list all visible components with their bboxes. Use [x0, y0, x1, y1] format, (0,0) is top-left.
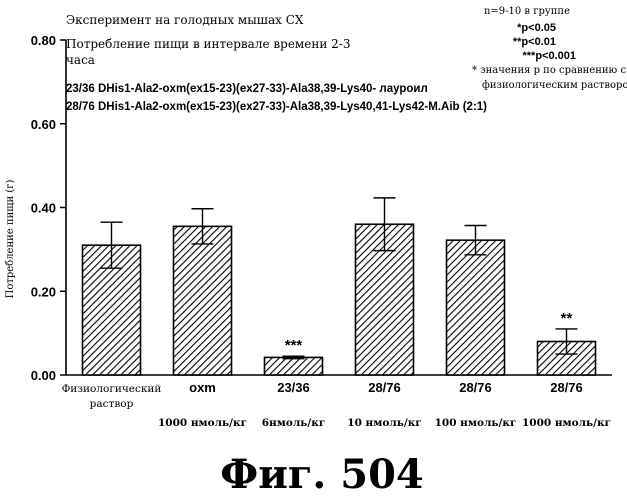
category-label: oxm: [189, 380, 216, 395]
bar: [447, 240, 505, 375]
category-label: 28/76: [550, 380, 583, 395]
legend-entry-23-36: 23/36 DHis1-Ala2-oxm(ex15-23)(ex27-33)-A…: [66, 83, 428, 95]
header-line-2: Потребление пищи в интервале времени 2-3: [66, 37, 350, 51]
note-p005: *p<0.05: [517, 22, 556, 34]
significance-marker: **: [561, 310, 573, 327]
category-label: раствор: [90, 398, 134, 410]
category-labels: Физиологический раствор oxm 1000 нмоль/кг 23…: [62, 380, 611, 429]
note-sample-size: n=9-10 в группе: [484, 6, 570, 17]
dose-label: 1000 нмоль/кг: [158, 417, 247, 429]
y-tick-label: 0.00: [31, 368, 56, 383]
dose-label: 100 нмоль/кг: [435, 417, 517, 429]
bar: [265, 357, 323, 375]
note-comparison-2: физиологическим раствором: [482, 80, 627, 91]
dose-label: 1000 нмоль/кг: [522, 417, 611, 429]
note-p001: **p<0.01: [513, 36, 556, 48]
note-p0001: ***p<0.001: [522, 50, 576, 62]
category-label: 28/76: [459, 380, 492, 395]
category-label: 23/36: [277, 380, 310, 395]
dose-label: 10 нмоль/кг: [347, 417, 421, 429]
header-line-1: Эксперимент на голодных мышах СХ: [66, 13, 304, 27]
y-tick-label: 0.80: [31, 33, 56, 48]
y-tick-label: 0.60: [31, 117, 56, 132]
category-label: 28/76: [368, 380, 401, 395]
y-tick-label: 0.40: [31, 201, 56, 216]
note-comparison-1: * значения p по сравнению с: [472, 65, 626, 76]
y-tick-label: 0.20: [31, 284, 56, 299]
category-label: Физиологический: [62, 383, 162, 395]
figure-caption: Фиг. 504: [220, 451, 423, 498]
bar: [174, 226, 232, 375]
dose-label: 6нмоль/кг: [262, 417, 326, 429]
y-axis-title: Потребление пищи (г): [5, 179, 16, 298]
bars: *****: [83, 198, 596, 375]
header-line-3: часа: [66, 53, 95, 67]
significance-marker: ***: [285, 337, 303, 354]
legend-entry-28-76: 28/76 DHis1-Ala2-oxm(ex15-23)(ex27-33)-A…: [66, 101, 487, 113]
